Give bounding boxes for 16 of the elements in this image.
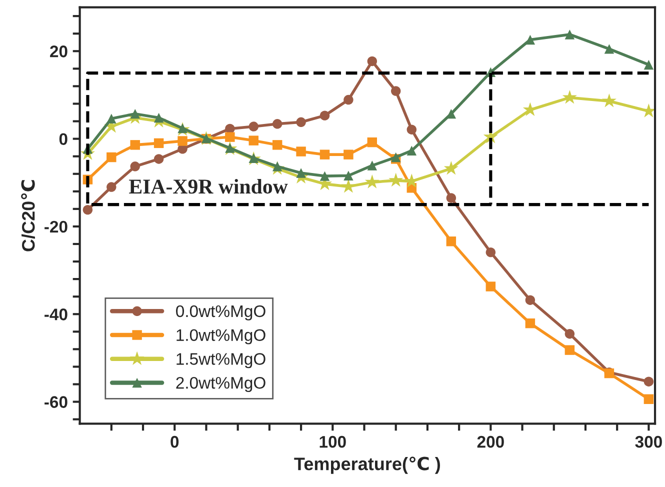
y-tick-label: -40 (44, 308, 68, 320)
y-tick-label: -20 (44, 220, 68, 233)
legend-label: 2.0wt%MgO (176, 376, 266, 392)
y-axis-title: C/C20℃ (21, 180, 35, 252)
x-axis-title: Temperature(℃ ) (294, 456, 440, 474)
x-tick-label: 100 (320, 436, 346, 448)
x-tick-label: 300 (635, 436, 662, 448)
y-tick-label: -60 (44, 396, 68, 408)
legend-label: 1.0wt%MgO (176, 329, 266, 344)
annotation: EIA-X9R window (129, 178, 288, 194)
x-tick-label: 0 (170, 436, 179, 448)
legend-label: 0.0wt%MgO (176, 305, 266, 320)
x-tick-label: 200 (477, 436, 504, 448)
legend-label: 1.5wt%MgO (176, 353, 266, 368)
y-tick-label: 20 (50, 46, 68, 58)
y-tick-label: 0 (59, 133, 68, 145)
